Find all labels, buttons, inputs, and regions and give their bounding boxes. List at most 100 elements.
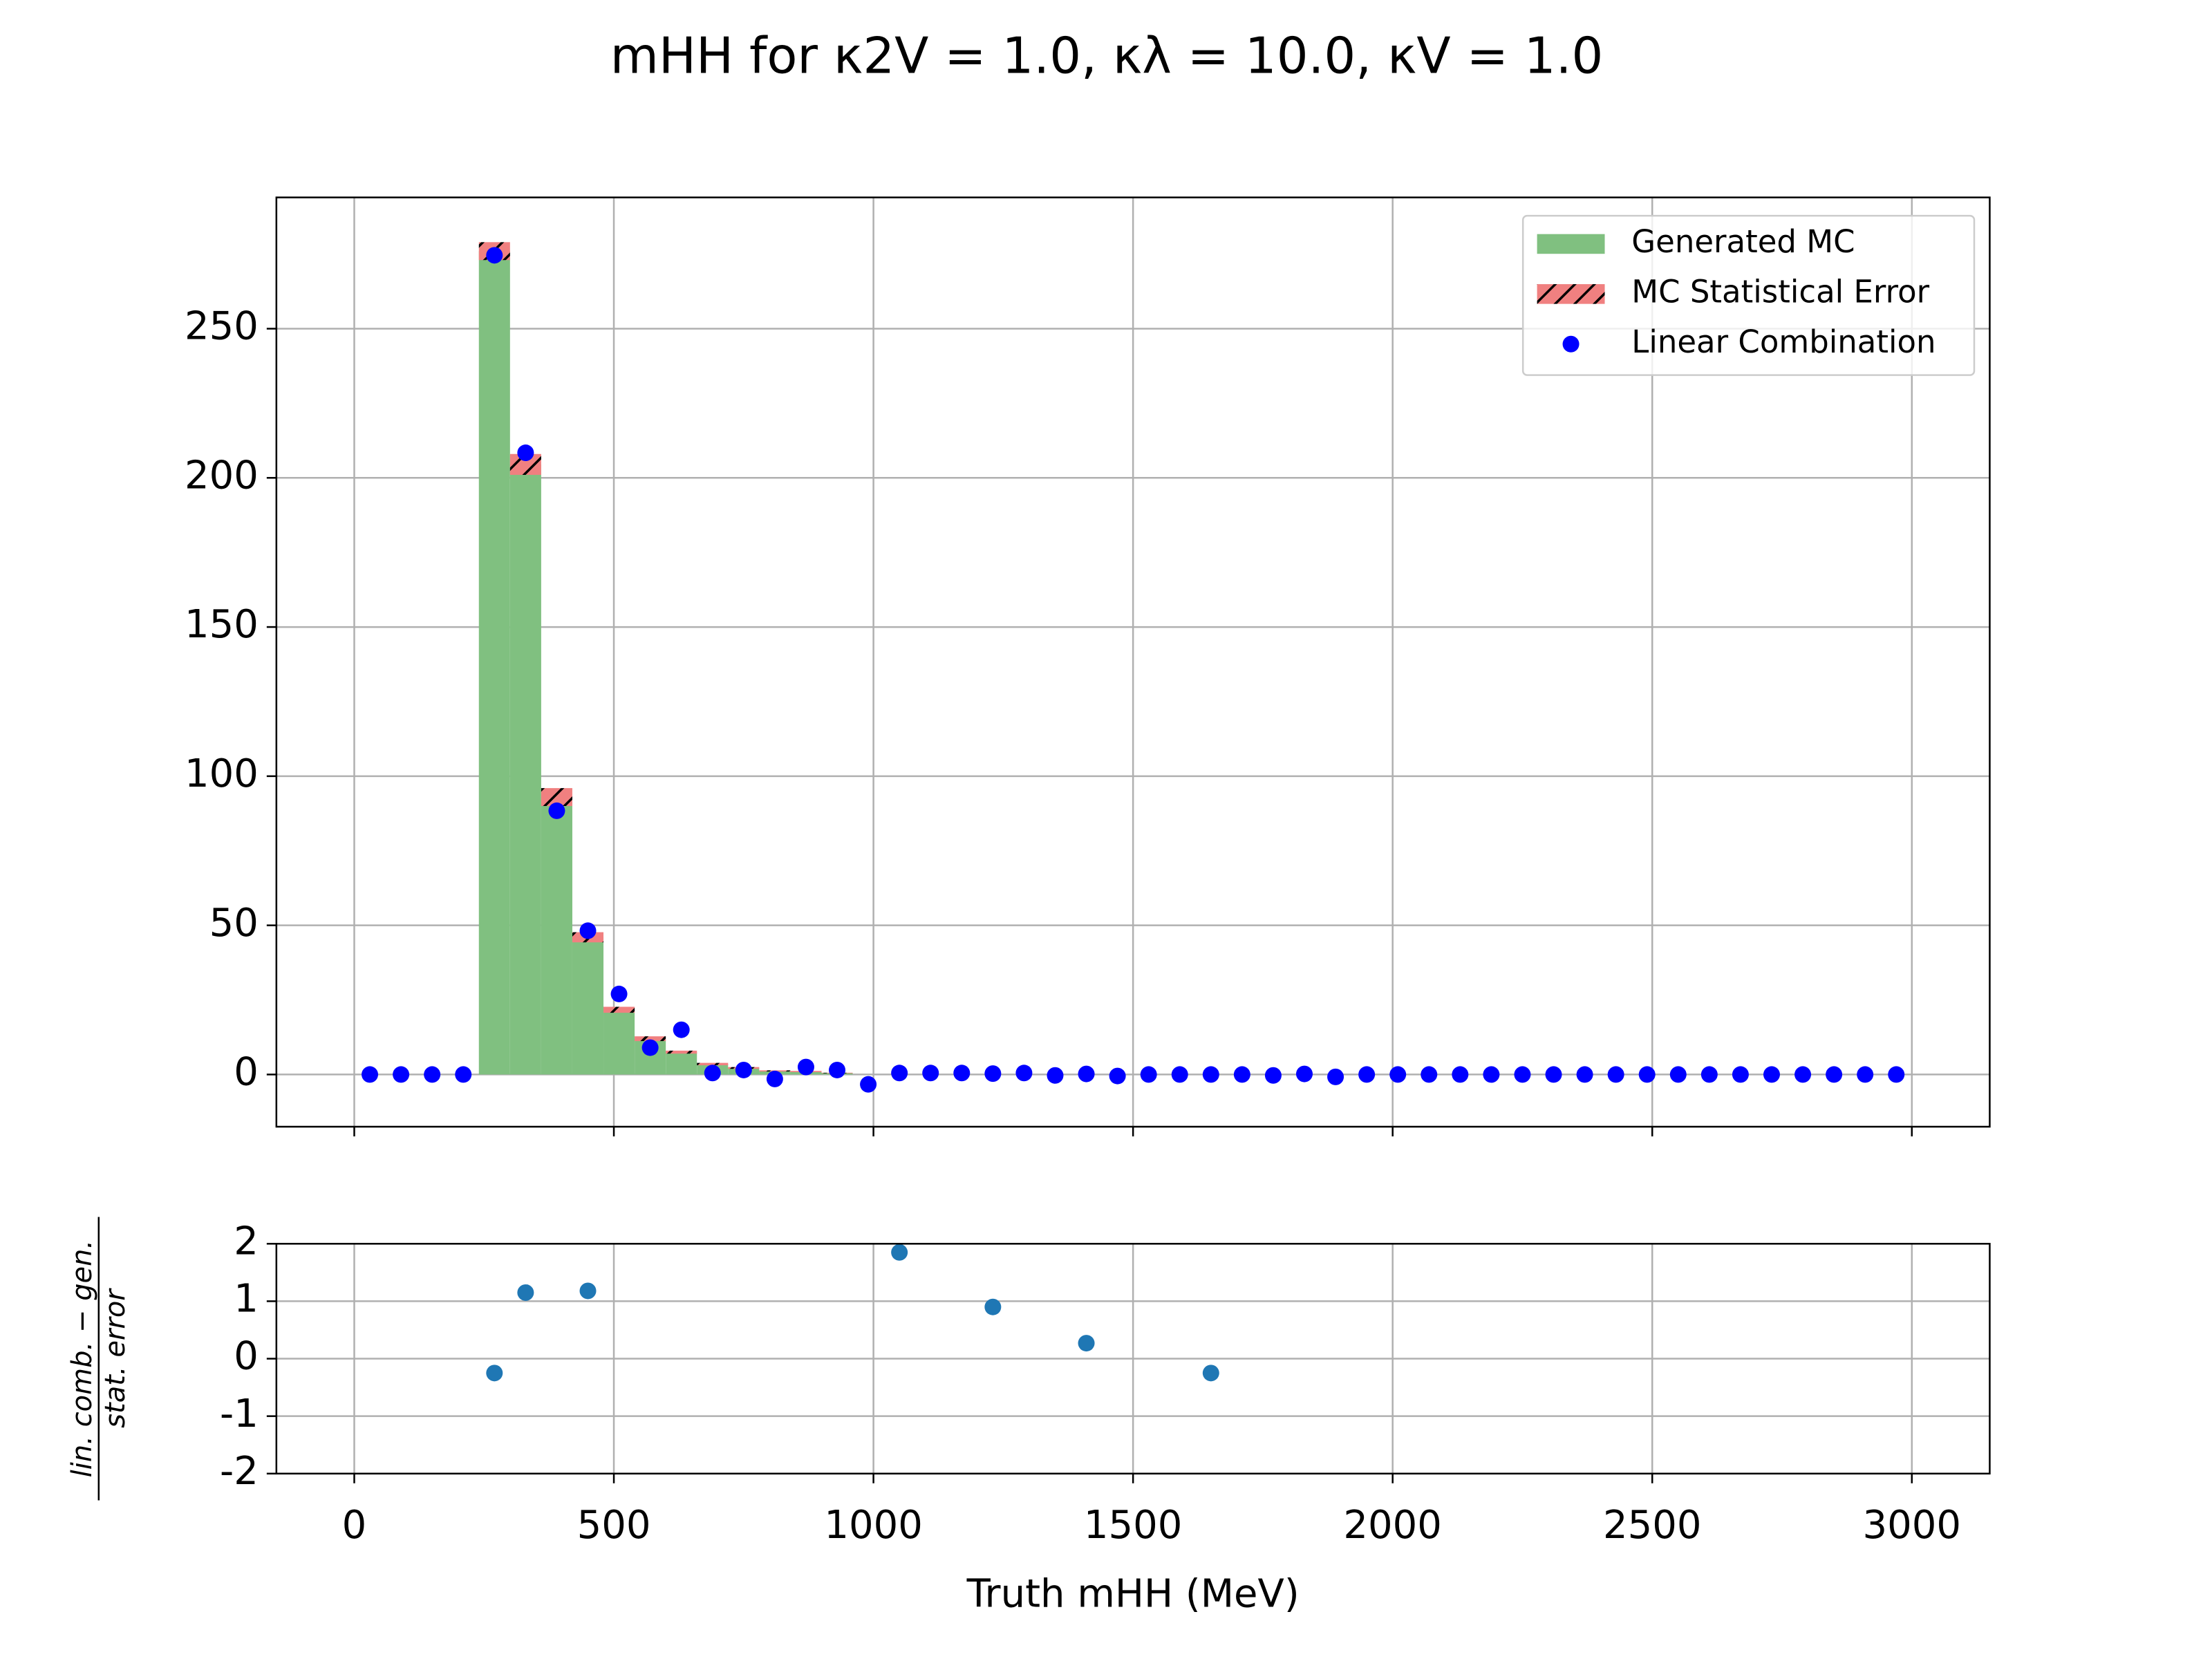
- point: [1421, 1066, 1438, 1083]
- point: [1202, 1365, 1219, 1382]
- error-band: [635, 1036, 666, 1042]
- point: [1078, 1335, 1095, 1352]
- legend-label: Linear Combination: [1631, 324, 1936, 360]
- point: [891, 1244, 908, 1261]
- point: [1763, 1066, 1780, 1083]
- x-tick-label: 0: [342, 1503, 367, 1548]
- point: [1140, 1066, 1157, 1083]
- point: [704, 1065, 721, 1082]
- chart-title: mHH for κ2V = 1.0, κλ = 10.0, κV = 1.0: [610, 27, 1604, 85]
- legend-swatch: [1562, 335, 1580, 353]
- y-tick-label: 0: [234, 1050, 259, 1095]
- point: [1794, 1066, 1812, 1083]
- point: [1358, 1066, 1376, 1083]
- point: [1078, 1065, 1095, 1082]
- bar: [541, 797, 572, 1075]
- point: [1452, 1066, 1469, 1083]
- bar: [603, 1009, 635, 1075]
- error-band: [603, 1006, 635, 1013]
- y-tick-label: 50: [209, 901, 259, 946]
- bar: [666, 1052, 697, 1075]
- y-tick-label: 100: [185, 751, 259, 796]
- x-tick-label: 2500: [1603, 1503, 1702, 1548]
- legend-box: [1521, 214, 1976, 376]
- point: [1171, 1066, 1188, 1083]
- x-tick-label: 2000: [1343, 1503, 1442, 1548]
- point: [829, 1061, 846, 1078]
- legend-swatch: [1537, 234, 1605, 254]
- point: [766, 1070, 783, 1087]
- x-tick-label: 3000: [1863, 1503, 1962, 1548]
- point: [1576, 1066, 1593, 1083]
- point: [922, 1065, 939, 1082]
- y-label-denominator: stat. error: [100, 1288, 131, 1428]
- point: [891, 1065, 908, 1082]
- point: [517, 1284, 534, 1301]
- y-label-numerator: lin. comb. − gen.: [66, 1240, 98, 1478]
- axes-frame: [275, 196, 1991, 1128]
- axes-frame: [275, 1243, 1991, 1475]
- point: [1826, 1066, 1843, 1083]
- y-axis-label: lin. comb. − gen. stat. error: [66, 1217, 131, 1501]
- point: [362, 1066, 379, 1083]
- point: [1669, 1066, 1687, 1083]
- point: [486, 247, 503, 264]
- point: [517, 444, 534, 462]
- point: [1202, 1066, 1219, 1083]
- x-tick-label: 1500: [1084, 1503, 1183, 1548]
- point: [579, 922, 597, 939]
- point: [579, 1282, 597, 1300]
- point: [1264, 1067, 1282, 1084]
- legend-label: Generated MC: [1631, 223, 1855, 260]
- y-tick-label: 150: [185, 602, 259, 647]
- point: [953, 1065, 971, 1082]
- point: [797, 1058, 814, 1076]
- point: [610, 985, 628, 1002]
- point: [1233, 1066, 1250, 1083]
- bar: [478, 251, 510, 1075]
- point: [1483, 1066, 1500, 1083]
- y-tick-label: 0: [234, 1334, 259, 1379]
- point: [1047, 1067, 1064, 1084]
- point: [984, 1065, 1002, 1082]
- bar: [572, 937, 604, 1075]
- point: [455, 1066, 472, 1083]
- point: [1857, 1066, 1874, 1083]
- point: [486, 1365, 503, 1382]
- legend-swatch: [1537, 284, 1605, 304]
- y-tick-label: 2: [234, 1219, 259, 1264]
- y-tick-label: 1: [234, 1277, 259, 1322]
- point: [1109, 1067, 1126, 1085]
- point: [1389, 1066, 1407, 1083]
- y-tick-label: 250: [185, 304, 259, 349]
- y-tick-label: -2: [220, 1449, 259, 1494]
- point: [393, 1066, 410, 1083]
- point: [1638, 1066, 1656, 1083]
- error-band: [697, 1062, 729, 1066]
- legend-label: MC Statistical Error: [1631, 273, 1929, 310]
- point: [548, 802, 565, 819]
- y-tick-label: 200: [185, 453, 259, 498]
- point: [673, 1021, 690, 1038]
- point: [641, 1039, 659, 1056]
- point: [1514, 1066, 1531, 1083]
- point: [1545, 1066, 1562, 1083]
- point: [1732, 1066, 1749, 1083]
- error-band: [666, 1050, 697, 1054]
- point: [1607, 1066, 1624, 1083]
- point: [1296, 1065, 1313, 1082]
- point: [735, 1061, 752, 1078]
- point: [1015, 1065, 1033, 1082]
- y-tick-label: -1: [220, 1391, 259, 1436]
- point: [1700, 1066, 1718, 1083]
- point: [984, 1298, 1002, 1315]
- bar: [509, 464, 541, 1075]
- x-tick-label: 500: [577, 1503, 651, 1548]
- point: [424, 1066, 441, 1083]
- point: [1888, 1066, 1905, 1083]
- point: [860, 1076, 877, 1093]
- x-axis-label: Truth mHH (MeV): [966, 1571, 1300, 1616]
- point: [1327, 1068, 1344, 1085]
- x-tick-label: 1000: [824, 1503, 923, 1548]
